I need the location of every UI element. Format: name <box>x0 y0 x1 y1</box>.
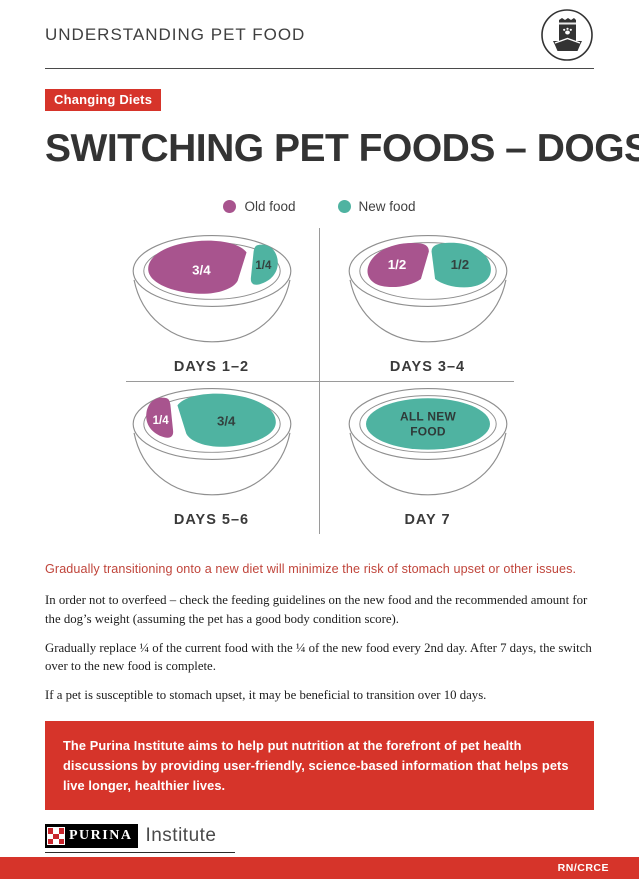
day-label: DAYS 1–2 <box>173 359 250 375</box>
legend-label-old: Old food <box>244 199 296 214</box>
legend: Old food New food <box>45 199 594 214</box>
legend-item-new-food: New food <box>337 199 416 214</box>
bowl-day-7: ALL NEW FOOD DAY 7 <box>320 381 536 534</box>
section-badge: Changing Diets <box>45 89 162 111</box>
legend-item-old-food: Old food <box>223 199 296 214</box>
old-food-dot-icon <box>223 200 237 213</box>
purina-wordmark: PURINA <box>45 824 139 849</box>
bottom-bar: RN/CRCE <box>0 857 639 879</box>
bowl-days-1-2: 3/4 1/4 DAYS 1–2 <box>104 228 320 381</box>
highlight-sentence: Gradually transitioning onto a new diet … <box>45 562 577 576</box>
bowl-days-5-6: 1/4 3/4 DAYS 5–6 <box>104 381 320 534</box>
bowl-diagram: 1/4 3/4 <box>132 387 291 496</box>
bowl-diagram: 1/2 1/2 <box>348 234 507 343</box>
day-label: DAYS 3–4 <box>389 359 466 375</box>
fraction-label-old: 1/4 <box>152 415 169 427</box>
bowl-diagram: 3/4 1/4 <box>132 234 291 343</box>
horizontal-divider <box>125 380 514 382</box>
fraction-label-new: 3/4 <box>216 414 235 429</box>
body-copy: In order not to overfeed – check the fee… <box>45 591 594 705</box>
pet-food-bag-in-bowl-icon <box>540 8 594 62</box>
legend-label-new: New food <box>358 199 416 214</box>
fraction-label-new: 1/2 <box>450 257 468 272</box>
fraction-label-old: 3/4 <box>192 263 211 278</box>
header: UNDERSTANDING PET FOOD <box>45 8 594 62</box>
all-new-food-label-line2: FOOD <box>410 424 446 438</box>
all-new-food-label-line1: ALL NEW <box>399 409 455 423</box>
bowl-days-3-4: 1/2 1/2 DAYS 3–4 <box>320 228 536 381</box>
document-title: UNDERSTANDING PET FOOD <box>45 25 306 44</box>
bowl-diagram-grid: 3/4 1/4 DAYS 1–2 1/2 1/2 <box>104 228 536 534</box>
paragraph-susceptible: If a pet is susceptible to stomach upset… <box>45 688 487 703</box>
document-code: RN/CRCE <box>557 862 609 874</box>
paragraph-replace: Gradually replace ¼ of the current food … <box>45 640 592 674</box>
day-label: DAY 7 <box>404 512 451 528</box>
purina-brand-text: PURINA <box>69 828 133 844</box>
bowl-diagram: ALL NEW FOOD <box>348 387 507 496</box>
header-divider <box>45 68 594 69</box>
page-title: SWITCHING PET FOODS – DOGS <box>45 127 639 170</box>
purina-checkerboard-icon <box>47 827 65 846</box>
fraction-label-new: 1/4 <box>255 260 272 272</box>
day-label: DAYS 5–6 <box>173 512 250 528</box>
institute-text: Institute <box>145 825 217 847</box>
paragraph-overfeed: In order not to overfeed – check the fee… <box>45 593 588 626</box>
fraction-label-old: 1/2 <box>387 257 405 272</box>
purina-mission-callout: The Purina Institute aims to help put nu… <box>45 720 594 811</box>
new-food-dot-icon <box>337 200 351 213</box>
